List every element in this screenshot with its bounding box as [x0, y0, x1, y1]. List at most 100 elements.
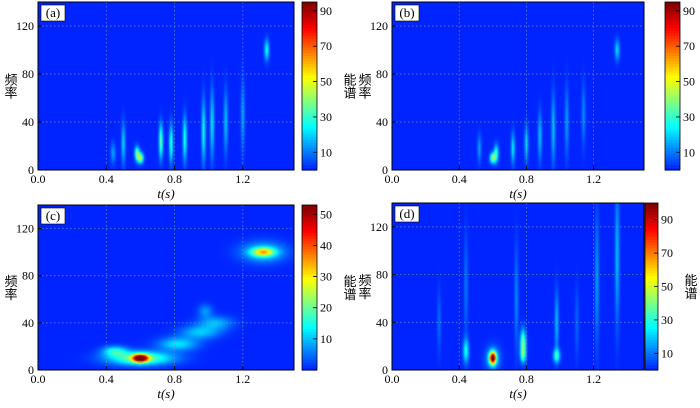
colorbar-segment	[302, 326, 317, 330]
colorbar-segment	[665, 86, 680, 90]
y-axis-label: 频率	[3, 275, 18, 301]
colorbar-segment	[665, 13, 680, 17]
colorbar-segment	[302, 13, 317, 17]
colorbar-segment	[302, 301, 317, 305]
colorbar-segment	[665, 18, 680, 23]
colorbar-segment	[302, 144, 317, 149]
colorbar-segment	[665, 2, 680, 6]
colorbar-segment	[645, 294, 658, 299]
colorbar-segment	[302, 207, 317, 212]
colorbar-segment	[645, 344, 658, 349]
colorbar-tick-label: 50	[320, 75, 332, 89]
colorbar-segment	[302, 282, 317, 286]
colorbar-segment	[665, 69, 680, 73]
colorbar-segment	[302, 298, 317, 302]
x-axis-label: t(s)	[157, 386, 174, 401]
colorbar-segment	[302, 60, 317, 65]
x-tick-label: 0.8	[167, 172, 182, 186]
colorbar-segment	[665, 83, 680, 87]
colorbar-segment	[302, 10, 317, 14]
colorbar-segment	[302, 254, 317, 258]
colorbar-segment	[302, 235, 317, 239]
x-tick-label: 1.2	[235, 172, 250, 186]
y-axis-label: 频率	[357, 274, 372, 300]
colorbar-segment	[302, 18, 317, 23]
colorbar-segment	[665, 111, 680, 115]
colorbar-segment	[645, 222, 658, 226]
colorbar-segment	[645, 300, 658, 304]
colorbar-segment	[645, 208, 658, 212]
colorbar-segment	[302, 27, 317, 31]
colorbar-segment	[302, 7, 317, 11]
colorbar-segment	[302, 213, 317, 217]
colorbar-segment	[302, 224, 317, 228]
panel-label-box	[394, 4, 420, 22]
colorbar-segment	[302, 66, 317, 70]
colorbar-segment	[302, 74, 317, 79]
colorbar-segment	[302, 295, 317, 300]
colorbar-segment	[302, 49, 317, 53]
colorbar-tick-label: 30	[683, 110, 695, 124]
colorbar-segment	[302, 100, 317, 104]
colorbar-segment	[645, 228, 658, 232]
panel-label: (c)	[40, 207, 66, 225]
colorbar-segment	[302, 58, 317, 62]
colorbar-segment	[302, 38, 317, 42]
panel-label-box	[40, 207, 66, 225]
x-tick-label: 1.2	[235, 372, 250, 386]
x-tick-label: 0.0	[31, 372, 46, 386]
panel-label: (b)	[394, 4, 420, 22]
colorbar-segment	[302, 142, 317, 146]
colorbar-segment	[302, 364, 317, 368]
colorbar-segment	[302, 30, 317, 34]
colorbar-tick-label: 10	[661, 346, 673, 360]
x-axis-label: t(s)	[157, 186, 174, 201]
colorbar-segment	[302, 246, 317, 250]
colorbar-segment	[665, 147, 680, 151]
y-tick-label: 40	[22, 316, 34, 330]
heatmap-image	[38, 205, 294, 370]
colorbar-segment	[665, 58, 680, 62]
colorbar-segment	[302, 86, 317, 90]
colorbar-segment	[645, 311, 658, 315]
colorbar-segment	[302, 350, 317, 355]
colorbar-segment	[665, 7, 680, 11]
colorbar-segment	[645, 322, 658, 327]
colorbar-segment	[302, 161, 317, 165]
colorbar-segment	[302, 97, 317, 101]
colorbar-segment	[645, 219, 658, 224]
colorbar-segment	[302, 128, 317, 132]
colorbar-segment	[302, 150, 317, 154]
colorbar-segment	[645, 280, 658, 285]
y-tick-label: 40	[22, 115, 34, 129]
colorbar-segment	[665, 125, 680, 129]
colorbar-segment	[302, 240, 317, 245]
colorbar-segment	[665, 4, 680, 9]
colorbar-segment	[302, 304, 317, 308]
x-tick-label: 0.4	[99, 172, 114, 186]
colorbar-segment	[302, 139, 317, 143]
colorbar-segment	[645, 333, 658, 338]
colorbar-segment	[665, 156, 680, 160]
colorbar-segment	[302, 16, 317, 20]
x-tick-label: 0.8	[167, 372, 182, 386]
colorbar-segment	[302, 55, 317, 59]
y-tick-label: 40	[376, 315, 388, 329]
colorbar-segment	[645, 358, 658, 363]
colorbar-segment	[302, 158, 317, 163]
colorbar-segment	[302, 367, 317, 371]
colorbar-segment	[302, 251, 317, 256]
colorbar-segment	[645, 255, 658, 260]
colorbar-segment	[645, 314, 658, 318]
colorbar-segment	[645, 253, 658, 257]
colorbar-segment	[302, 265, 317, 269]
colorbar-segment	[645, 317, 658, 321]
colorbar-segment	[665, 130, 680, 135]
colorbar-segment	[302, 257, 317, 261]
colorbar-segment	[302, 72, 317, 76]
y-axis-label: 频率	[3, 73, 18, 99]
colorbar-segment	[302, 238, 317, 242]
colorbar-segment	[302, 111, 317, 115]
colorbar-segment	[302, 284, 317, 289]
